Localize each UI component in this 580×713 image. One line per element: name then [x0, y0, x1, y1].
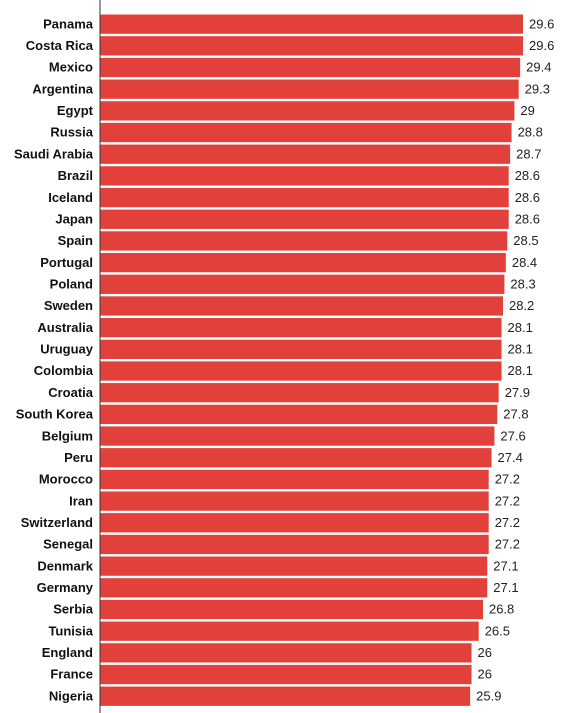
category-label-denmark: Denmark [37, 558, 93, 573]
category-label-mexico: Mexico [49, 60, 93, 75]
bars-layer [100, 14, 523, 706]
category-label-portugal: Portugal [40, 255, 93, 270]
bar-australia [100, 318, 502, 338]
bar-iran [100, 491, 489, 511]
value-label-morocco: 27.2 [495, 472, 520, 487]
value-label-argentina: 29.3 [525, 81, 550, 96]
bar-south-korea [100, 404, 498, 425]
bar-peru [100, 448, 492, 468]
bar-egypt [100, 101, 515, 121]
value-label-belgium: 27.6 [500, 428, 525, 443]
bar-morocco [100, 469, 489, 490]
category-label-colombia: Colombia [34, 363, 94, 378]
bar-sweden [100, 296, 503, 316]
category-label-peru: Peru [64, 450, 93, 465]
bar-germany [100, 578, 488, 598]
bar-nigeria [100, 686, 471, 706]
value-label-south-korea: 27.8 [503, 407, 528, 422]
bar-uruguay [100, 339, 502, 359]
bar-russia [100, 122, 512, 143]
category-label-egypt: Egypt [57, 103, 94, 118]
bar-tunisia [100, 621, 479, 641]
category-label-serbia: Serbia [53, 602, 94, 617]
value-label-portugal: 28.4 [512, 255, 537, 270]
value-label-japan: 28.6 [515, 211, 540, 226]
value-label-panama: 29.6 [529, 16, 554, 31]
category-label-france: France [50, 667, 93, 682]
bar-japan [100, 209, 509, 229]
value-label-germany: 27.1 [493, 580, 518, 595]
bar-saudi-arabia [100, 144, 511, 164]
category-label-uruguay: Uruguay [40, 342, 94, 357]
category-label-belgium: Belgium [42, 428, 93, 443]
value-label-croatia: 27.9 [505, 385, 530, 400]
category-label-tunisia: Tunisia [48, 623, 93, 638]
value-label-uruguay: 28.1 [508, 342, 533, 357]
bar-poland [100, 274, 505, 294]
category-label-nigeria: Nigeria [49, 688, 94, 703]
value-label-tunisia: 26.5 [485, 623, 510, 638]
value-label-england: 26 [478, 645, 492, 660]
value-label-serbia: 26.8 [489, 602, 514, 617]
bar-colombia [100, 361, 502, 381]
value-label-peru: 27.4 [498, 450, 523, 465]
category-label-england: England [42, 645, 93, 660]
bar-costa-rica [100, 36, 523, 56]
bar-senegal [100, 534, 489, 555]
category-label-argentina: Argentina [32, 81, 93, 96]
value-label-russia: 28.8 [518, 125, 543, 140]
bar-serbia [100, 599, 483, 620]
bar-england [100, 643, 472, 663]
value-label-iran: 27.2 [495, 493, 520, 508]
category-label-japan: Japan [55, 211, 93, 226]
value-label-costa-rica: 29.6 [529, 38, 554, 53]
category-label-australia: Australia [37, 320, 93, 335]
value-label-poland: 28.3 [510, 277, 535, 292]
category-label-sweden: Sweden [44, 298, 93, 313]
category-label-iran: Iran [69, 493, 93, 508]
category-label-iceland: Iceland [48, 190, 93, 205]
category-label-poland: Poland [50, 277, 93, 292]
value-label-denmark: 27.1 [493, 558, 518, 573]
category-label-costa-rica: Costa Rica [26, 38, 94, 53]
category-label-morocco: Morocco [39, 472, 93, 487]
value-label-mexico: 29.4 [526, 60, 551, 75]
bar-panama [100, 14, 523, 34]
value-label-switzerland: 27.2 [495, 515, 520, 530]
bar-brazil [100, 166, 509, 186]
bar-spain [100, 231, 508, 251]
value-label-saudi-arabia: 28.7 [516, 146, 541, 161]
value-label-sweden: 28.2 [509, 298, 534, 313]
value-label-brazil: 28.6 [515, 168, 540, 183]
bar-portugal [100, 252, 506, 273]
category-label-senegal: Senegal [43, 537, 93, 552]
category-label-switzerland: Switzerland [21, 515, 93, 530]
value-label-france: 26 [478, 667, 492, 682]
value-label-spain: 28.5 [513, 233, 538, 248]
category-label-russia: Russia [50, 125, 93, 140]
bar-france [100, 664, 472, 685]
bar-belgium [100, 426, 495, 446]
bar-switzerland [100, 513, 489, 533]
value-label-iceland: 28.6 [515, 190, 540, 205]
labels-layer: Panama 29.6 Costa Rica 29.6 Mexico 29.4 Argent… [14, 16, 554, 703]
bar-iceland [100, 187, 509, 208]
bar-denmark [100, 556, 488, 576]
value-label-australia: 28.1 [508, 320, 533, 335]
category-label-germany: Germany [37, 580, 94, 595]
category-label-saudi-arabia: Saudi Arabia [14, 146, 94, 161]
value-label-senegal: 27.2 [495, 537, 520, 552]
category-label-croatia: Croatia [48, 385, 94, 400]
bar-argentina [100, 79, 519, 99]
value-label-egypt: 29 [520, 103, 534, 118]
category-label-spain: Spain [58, 233, 93, 248]
category-label-panama: Panama [43, 16, 94, 31]
value-label-colombia: 28.1 [508, 363, 533, 378]
value-label-nigeria: 25.9 [476, 688, 501, 703]
bar-mexico [100, 57, 521, 78]
bar-croatia [100, 383, 499, 403]
category-label-brazil: Brazil [58, 168, 93, 183]
category-label-south-korea: South Korea [16, 407, 94, 422]
